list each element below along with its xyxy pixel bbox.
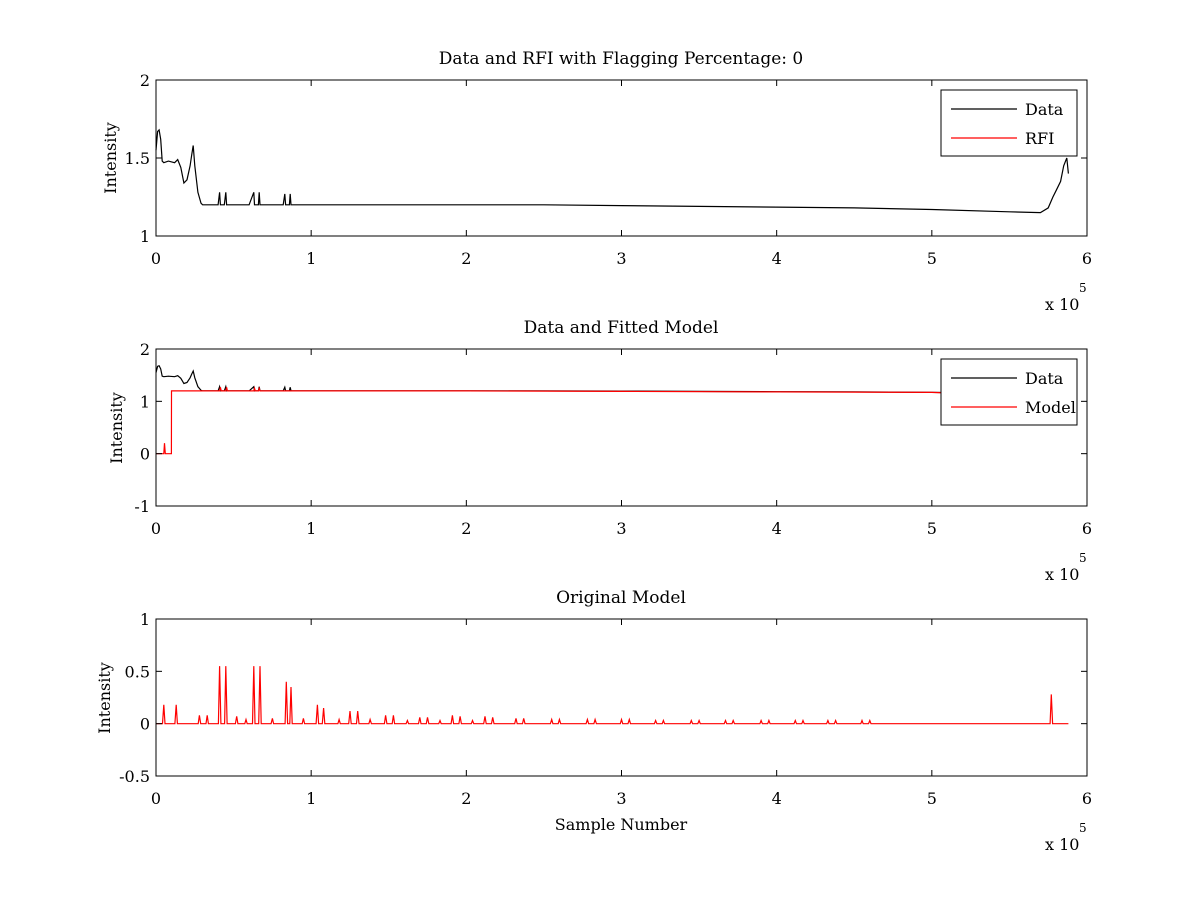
subplot-2: Data and Fitted Model Intensity x 10 5 0… xyxy=(107,318,1092,584)
x-multiplier-base: x 10 xyxy=(1045,835,1079,854)
subplot-3-title: Original Model xyxy=(556,588,686,608)
subplot-2-xtick-label: 3 xyxy=(616,519,626,538)
subplot-3: Original Model Intensity Sample Number x… xyxy=(95,588,1092,854)
subplot-2-series-data-line xyxy=(155,364,1069,395)
subplot-1-ytick-label: 1.5 xyxy=(125,149,150,168)
subplot-1-xtick-label: 3 xyxy=(616,249,626,268)
x-multiplier-exponent: 5 xyxy=(1079,281,1087,295)
x-multiplier-base: x 10 xyxy=(1045,565,1079,584)
subplot-1-xtick-label: 2 xyxy=(461,249,471,268)
subplot-3-ylabel: Intensity xyxy=(95,662,114,734)
subplot-2-legend: Data Model xyxy=(940,358,1078,426)
subplot-1-series-data-line xyxy=(155,128,1069,214)
subplot-1-title: Data and RFI with Flagging Percentage: 0 xyxy=(439,49,803,69)
subplot-3-ytick-label: 1 xyxy=(140,610,150,629)
subplot-3-ytick-label: -0.5 xyxy=(119,767,150,786)
subplot-1-xtick-label: 5 xyxy=(927,249,937,268)
subplot-1-legend: Data RFI xyxy=(940,89,1078,157)
legend-label-model: Model xyxy=(1025,398,1076,417)
subplot-1: Data and RFI with Flagging Percentage: 0… xyxy=(101,49,1092,314)
subplot-3-xtick-label: 1 xyxy=(306,789,316,808)
subplot-2-ylabel: Intensity xyxy=(107,392,126,464)
legend-label-data: Data xyxy=(1025,369,1064,388)
subplot-1-xtick-label: 1 xyxy=(306,249,316,268)
subplot-2-x-multiplier: x 10 5 xyxy=(1045,551,1087,584)
subplot-2-xtick-label: 2 xyxy=(461,519,471,538)
subplot-1-xtick-label: 4 xyxy=(772,249,782,268)
x-multiplier-base: x 10 xyxy=(1045,295,1079,314)
subplot-3-xtick-label: 4 xyxy=(772,789,782,808)
x-multiplier-exponent: 5 xyxy=(1079,551,1087,565)
legend-label-data: Data xyxy=(1025,100,1064,119)
subplot-2-xtick-label: 1 xyxy=(306,519,316,538)
subplot-3-ytick-label: 0.5 xyxy=(125,662,150,681)
subplot-1-ytick-label: 1 xyxy=(140,227,150,246)
legend-box xyxy=(940,89,1078,157)
legend-box xyxy=(940,358,1078,426)
subplot-1-xtick-label: 0 xyxy=(151,249,161,268)
subplot-2-xtick-label: 0 xyxy=(151,519,161,538)
subplot-2-ytick-label: 1 xyxy=(140,392,150,411)
subplot-3-x-multiplier: x 10 5 xyxy=(1045,821,1087,854)
subplot-2-xtick-label: 4 xyxy=(772,519,782,538)
subplot-2-ytick-label: 0 xyxy=(140,445,150,464)
subplot-1-xtick-label: 6 xyxy=(1082,249,1092,268)
subplot-3-axes-box xyxy=(155,618,1088,777)
subplot-3-xtick-label: 3 xyxy=(616,789,626,808)
subplot-2-series-model-line xyxy=(156,386,948,455)
x-multiplier-exponent: 5 xyxy=(1079,821,1087,835)
subplot-2-title: Data and Fitted Model xyxy=(524,318,719,338)
subplot-3-xtick-label: 6 xyxy=(1082,789,1092,808)
subplot-1-ylabel: Intensity xyxy=(101,122,120,194)
subplot-3-xtick-label: 5 xyxy=(927,789,937,808)
subplot-3-ytick-label: 0 xyxy=(140,715,150,734)
legend-label-rfi: RFI xyxy=(1025,129,1054,148)
subplot-1-ytick-label: 2 xyxy=(140,71,150,90)
subplot-3-xlabel: Sample Number xyxy=(555,815,688,834)
subplot-3-series-model-line xyxy=(156,666,1069,725)
subplot-2-ytick-label: 2 xyxy=(140,340,150,359)
subplot-2-xtick-label: 5 xyxy=(927,519,937,538)
subplot-3-xtick-label: 2 xyxy=(461,789,471,808)
subplot-2-xtick-label: 6 xyxy=(1082,519,1092,538)
subplot-1-x-multiplier: x 10 5 xyxy=(1045,281,1087,314)
subplot-3-xtick-label: 0 xyxy=(151,789,161,808)
subplot-2-ytick-label: -1 xyxy=(134,497,150,516)
